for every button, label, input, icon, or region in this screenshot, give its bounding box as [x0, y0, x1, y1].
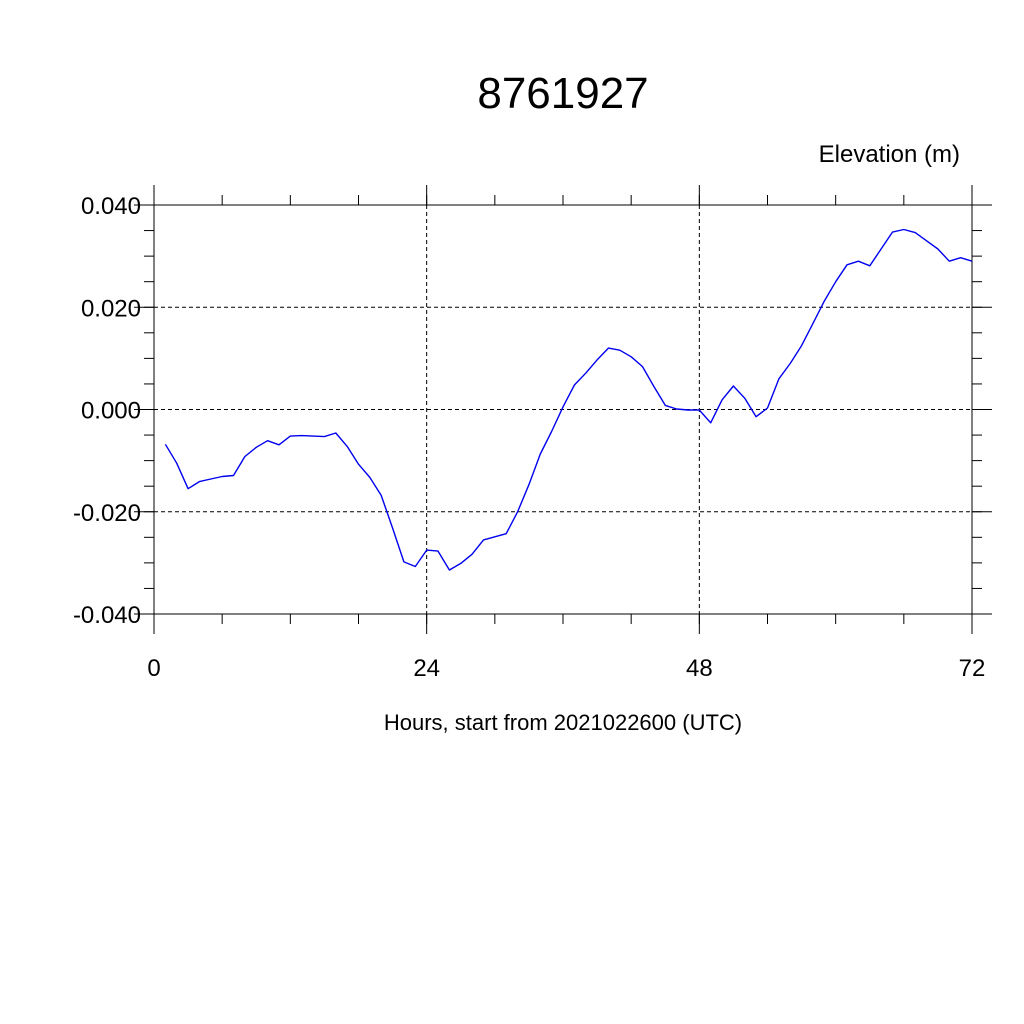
- y-tick-label: -0.040: [73, 602, 141, 629]
- series-layer: [164, 228, 973, 571]
- x-tick-label: 24: [413, 655, 440, 682]
- y-tick-label: 0.000: [81, 398, 141, 425]
- major-ticks: [134, 185, 992, 634]
- x-tick-label: 0: [147, 655, 160, 682]
- grid-lines: [153, 204, 973, 615]
- x-tick-labels: 0 24 48 72: [147, 655, 985, 682]
- chart-title: 8761927: [477, 69, 648, 118]
- plot-border: [153, 204, 973, 615]
- plot-frame: [153, 204, 973, 615]
- y-tick-label: 0.020: [81, 295, 141, 322]
- x-tick-label: 48: [686, 655, 713, 682]
- y-tick-label: 0.040: [81, 193, 141, 220]
- series-line: [164, 228, 973, 571]
- y-axis-label: Elevation (m): [819, 141, 960, 168]
- x-tick-label: 72: [959, 655, 986, 682]
- x-axis-label: Hours, start from 2021022600 (UTC): [384, 710, 742, 735]
- y-tick-label: -0.020: [73, 500, 141, 527]
- y-tick-labels: -0.040 -0.020 0.000 0.020 0.040: [73, 193, 141, 629]
